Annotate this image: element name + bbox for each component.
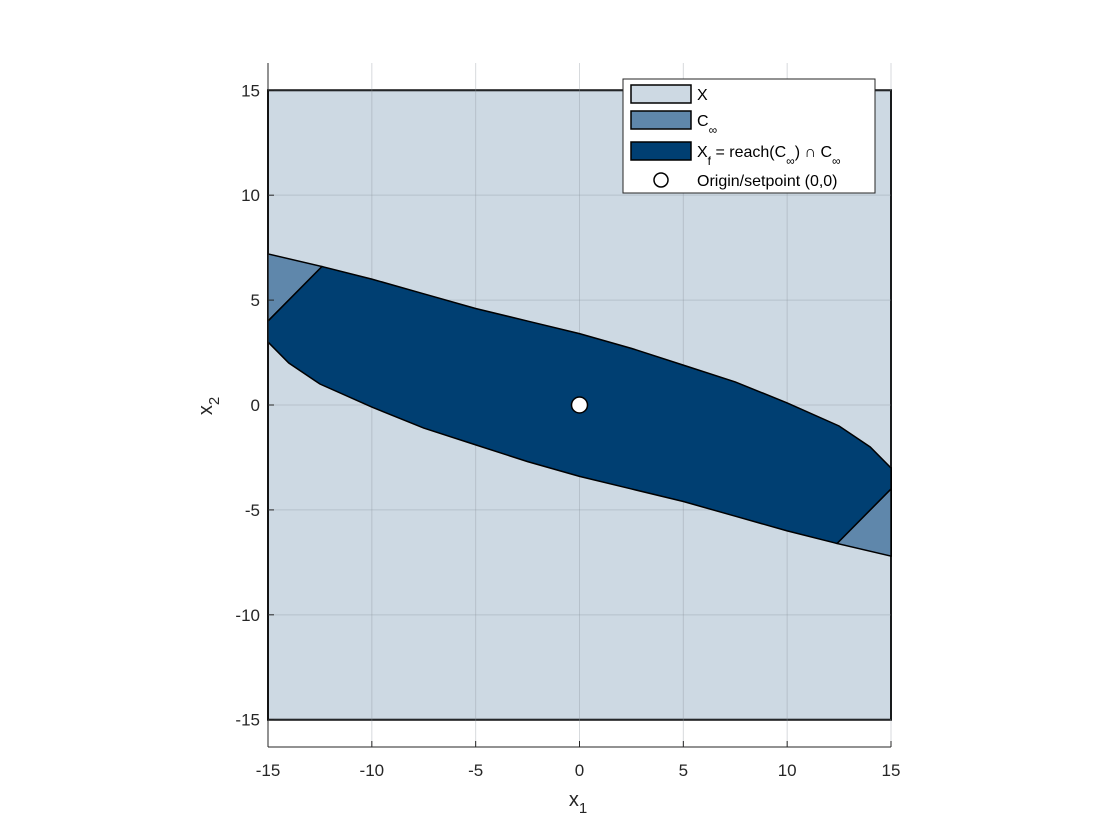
y-tick-label: 15 xyxy=(241,81,260,100)
y-tick-label: -5 xyxy=(245,501,260,520)
plot-area xyxy=(267,63,892,748)
x-axis: -15 -10 -5 0 5 10 15 xyxy=(256,741,901,780)
legend-swatch xyxy=(630,141,692,161)
y-tick-label: 5 xyxy=(251,291,260,310)
y-tick-label: -10 xyxy=(235,606,260,625)
legend-item: X xyxy=(630,84,708,104)
x-tick-label: 15 xyxy=(882,761,901,780)
legend-swatch xyxy=(630,84,692,104)
y-axis-label: x2 xyxy=(195,397,223,415)
legend-label: X xyxy=(697,87,708,104)
x-tick-label: -5 xyxy=(468,761,483,780)
legend-item: Origin/setpoint (0,0) xyxy=(653,172,838,190)
x-tick-label: -15 xyxy=(256,761,281,780)
legend: X C∞ Xf = reach(C∞) ∩ C∞ Origin/setpoint (0… xyxy=(622,78,876,194)
y-tick-label: 0 xyxy=(251,396,260,415)
x-tick-label: -10 xyxy=(360,761,385,780)
origin-marker xyxy=(570,396,589,414)
legend-label: Origin/setpoint (0,0) xyxy=(697,173,838,190)
legend-item: Xf = reach(C∞) ∩ C∞ xyxy=(630,141,841,168)
legend-item: C∞ xyxy=(630,110,717,137)
x-tick-label: 0 xyxy=(575,761,584,780)
legend-label: C∞ xyxy=(697,113,717,137)
x-axis-label: x1 xyxy=(569,789,587,817)
x-tick-label: 5 xyxy=(679,761,688,780)
legend-label: Xf = reach(C∞) ∩ C∞ xyxy=(697,144,841,168)
y-tick-label: -15 xyxy=(235,711,260,730)
y-tick-label: 10 xyxy=(241,186,260,205)
y-axis: -15 -10 -5 0 5 10 15 xyxy=(235,81,274,730)
legend-swatch xyxy=(630,110,692,130)
x-tick-label: 10 xyxy=(778,761,797,780)
legend-swatch xyxy=(653,172,669,188)
